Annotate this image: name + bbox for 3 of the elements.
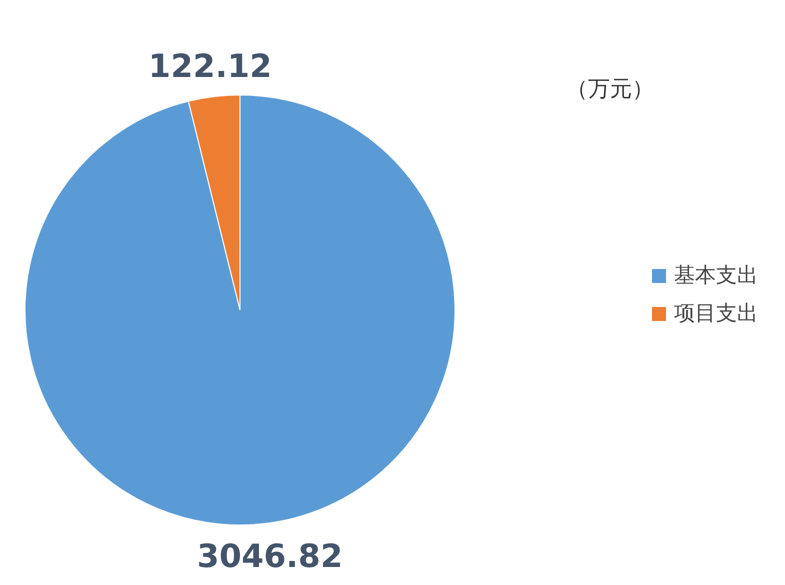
legend-label: 项目支出 [674,301,758,325]
text: （万元） [566,77,654,102]
legend-label: 基本支出 [674,263,758,287]
